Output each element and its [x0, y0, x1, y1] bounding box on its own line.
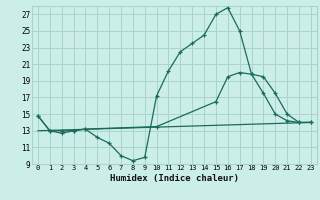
- X-axis label: Humidex (Indice chaleur): Humidex (Indice chaleur): [110, 174, 239, 183]
